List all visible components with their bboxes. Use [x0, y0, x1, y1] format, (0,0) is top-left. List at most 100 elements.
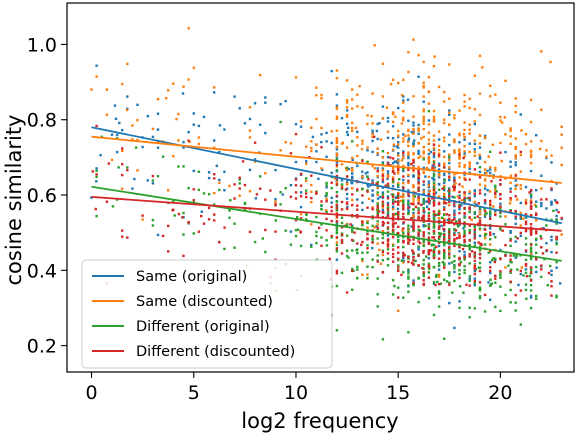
data-point — [335, 212, 339, 215]
data-point — [473, 255, 476, 258]
data-point — [432, 249, 436, 252]
data-point — [431, 177, 434, 180]
data-point — [540, 202, 543, 205]
data-point — [340, 186, 344, 189]
data-point — [381, 150, 385, 153]
data-point — [335, 329, 339, 332]
data-point — [437, 257, 441, 260]
data-point — [385, 106, 389, 109]
data-point — [335, 200, 339, 203]
data-point — [417, 75, 420, 78]
data-point — [545, 156, 548, 160]
data-point — [443, 172, 446, 176]
data-point — [453, 244, 456, 248]
data-point — [443, 100, 446, 103]
data-point — [417, 182, 420, 186]
data-point — [402, 199, 405, 202]
data-point — [294, 191, 298, 194]
data-point — [550, 235, 553, 238]
data-point — [422, 283, 425, 287]
data-point — [463, 268, 466, 272]
data-point — [427, 119, 431, 122]
data-point — [182, 233, 185, 236]
data-point — [461, 247, 465, 251]
data-point — [458, 196, 461, 200]
data-point — [437, 210, 441, 213]
data-point — [325, 155, 328, 158]
data-point — [422, 146, 425, 149]
data-point — [396, 207, 400, 211]
data-point — [489, 213, 492, 216]
data-point — [414, 205, 418, 209]
data-point — [387, 238, 390, 241]
data-point — [465, 283, 468, 286]
data-point — [417, 276, 420, 280]
data-point — [524, 198, 528, 202]
data-point — [509, 187, 512, 190]
data-point — [197, 230, 201, 233]
data-point — [417, 175, 420, 178]
data-point — [483, 237, 487, 240]
data-point — [264, 228, 267, 232]
data-point — [458, 132, 461, 135]
data-point — [131, 124, 134, 127]
data-point — [473, 168, 476, 171]
data-point — [535, 134, 538, 137]
data-point — [315, 192, 318, 195]
data-point — [535, 270, 538, 274]
data-point — [424, 224, 427, 227]
data-point — [524, 288, 528, 292]
data-point — [463, 258, 466, 261]
data-point — [453, 270, 456, 274]
data-point — [310, 149, 313, 153]
data-point — [417, 217, 420, 220]
data-point — [540, 187, 543, 190]
data-point — [386, 221, 390, 224]
data-point — [489, 203, 492, 206]
data-point — [468, 255, 471, 258]
data-point — [448, 113, 451, 116]
data-point — [117, 166, 120, 169]
data-point — [494, 281, 497, 284]
data-point — [458, 245, 461, 249]
data-point — [437, 188, 441, 191]
data-point — [412, 221, 415, 225]
data-point — [468, 224, 471, 227]
data-point — [463, 163, 466, 167]
data-point — [407, 156, 410, 160]
data-point — [490, 180, 493, 183]
data-point — [345, 192, 349, 196]
data-point — [279, 102, 282, 106]
data-point — [105, 88, 109, 91]
data-point — [330, 219, 333, 223]
data-point — [255, 193, 259, 196]
data-point — [422, 244, 425, 247]
data-point — [443, 236, 446, 240]
data-point — [494, 192, 497, 196]
data-point — [489, 238, 492, 241]
data-point — [428, 202, 431, 205]
data-point — [412, 194, 415, 197]
data-point — [366, 221, 369, 225]
data-point — [501, 229, 504, 232]
data-point — [473, 225, 476, 228]
data-point — [376, 207, 379, 210]
data-point — [443, 200, 446, 203]
data-point — [422, 192, 425, 195]
data-point — [320, 223, 323, 226]
data-point — [463, 144, 466, 148]
data-point — [165, 97, 168, 100]
data-point — [167, 89, 170, 92]
data-point — [453, 213, 456, 216]
data-point — [456, 195, 460, 198]
data-point — [438, 234, 442, 237]
data-point — [305, 192, 308, 195]
data-point — [407, 260, 410, 264]
data-point — [381, 270, 385, 274]
data-point — [340, 252, 344, 255]
data-point — [414, 259, 417, 263]
data-point — [468, 275, 472, 278]
data-point — [427, 109, 431, 113]
data-point — [299, 184, 303, 187]
data-point — [407, 206, 410, 209]
